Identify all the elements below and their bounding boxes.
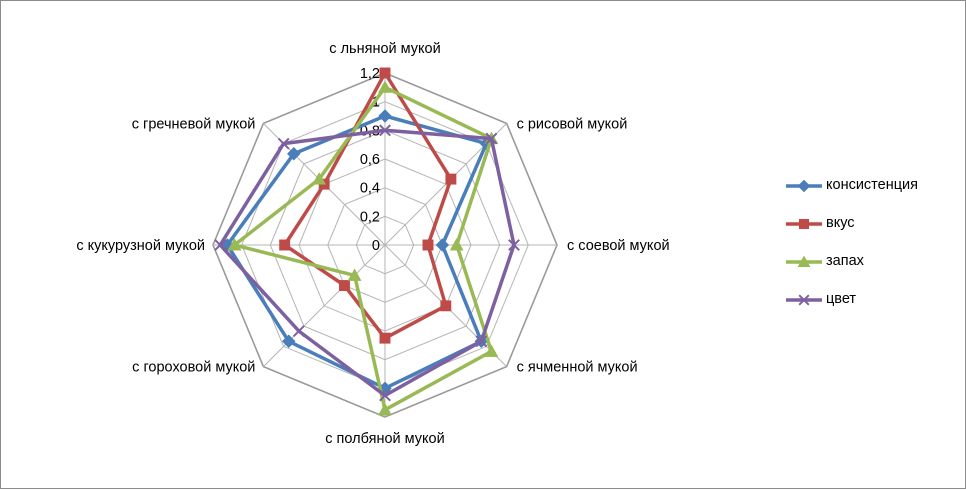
data-point: [449, 237, 464, 251]
legend-swatch: [786, 218, 822, 230]
series-2: [279, 67, 457, 344]
data-point: [379, 389, 391, 402]
legend-item: консистенция: [784, 176, 954, 196]
data-point: [339, 280, 350, 291]
legend-label: цвет: [826, 291, 857, 307]
category-label: с рисовой мукой: [517, 116, 628, 132]
tick-label: 0,2: [360, 209, 380, 225]
legend-label: консистенция: [826, 177, 918, 193]
data-point: [378, 80, 392, 93]
data-point: [508, 239, 520, 251]
data-point: [445, 173, 457, 185]
chart-legend: консистенция вкус запах цвет: [784, 176, 954, 316]
category-label: с кукурузной мукой: [76, 238, 205, 254]
category-label: с льняной мукой: [329, 41, 440, 57]
data-point: [485, 132, 498, 145]
data-point: [378, 402, 392, 416]
radar-tick-labels: 00,20,40,60,811,2: [360, 66, 380, 254]
data-point: [286, 146, 301, 161]
data-point: [422, 239, 434, 251]
data-point: [277, 137, 290, 150]
data-point: [312, 172, 327, 185]
data-point: [484, 344, 499, 357]
data-point: [379, 332, 391, 344]
tick-label: 0,6: [360, 152, 380, 168]
tick-label: 0: [372, 238, 380, 254]
category-label: с ячменной мукой: [517, 360, 638, 376]
data-point: [440, 300, 452, 312]
data-point: [227, 237, 242, 251]
data-point: [378, 109, 392, 123]
category-label: с соевой мукой: [567, 238, 670, 254]
data-point: [435, 238, 450, 252]
radar-category-labels: с льняной мукой с рисовой мукой с соевой м…: [76, 41, 669, 447]
series-4: [214, 124, 520, 402]
legend-label: запах: [826, 253, 864, 269]
data-point: [292, 325, 305, 338]
data-point: [281, 334, 296, 349]
category-label: с гороховой мукой: [132, 360, 255, 376]
legend-swatch: [786, 255, 822, 268]
data-point: [279, 239, 291, 251]
legend-swatch: [786, 179, 822, 193]
legend-label: вкус: [826, 215, 855, 231]
tick-label: 0,4: [360, 181, 380, 197]
legend-item: цвет: [784, 290, 954, 310]
radar-series: [214, 67, 520, 416]
data-point: [347, 268, 362, 281]
data-point: [475, 335, 488, 348]
category-label: с полбяной мукой: [325, 431, 444, 447]
tick-label: 1,2: [360, 66, 380, 82]
data-point: [379, 124, 391, 137]
category-label: с гречневой мукой: [132, 116, 256, 132]
legend-swatch: [786, 294, 822, 306]
legend-item: запах: [784, 252, 954, 272]
radar-spokes: [213, 73, 557, 417]
data-point: [214, 239, 227, 251]
data-point: [379, 67, 391, 79]
legend-item: вкус: [784, 214, 954, 234]
grid-spoke: [263, 244, 386, 367]
